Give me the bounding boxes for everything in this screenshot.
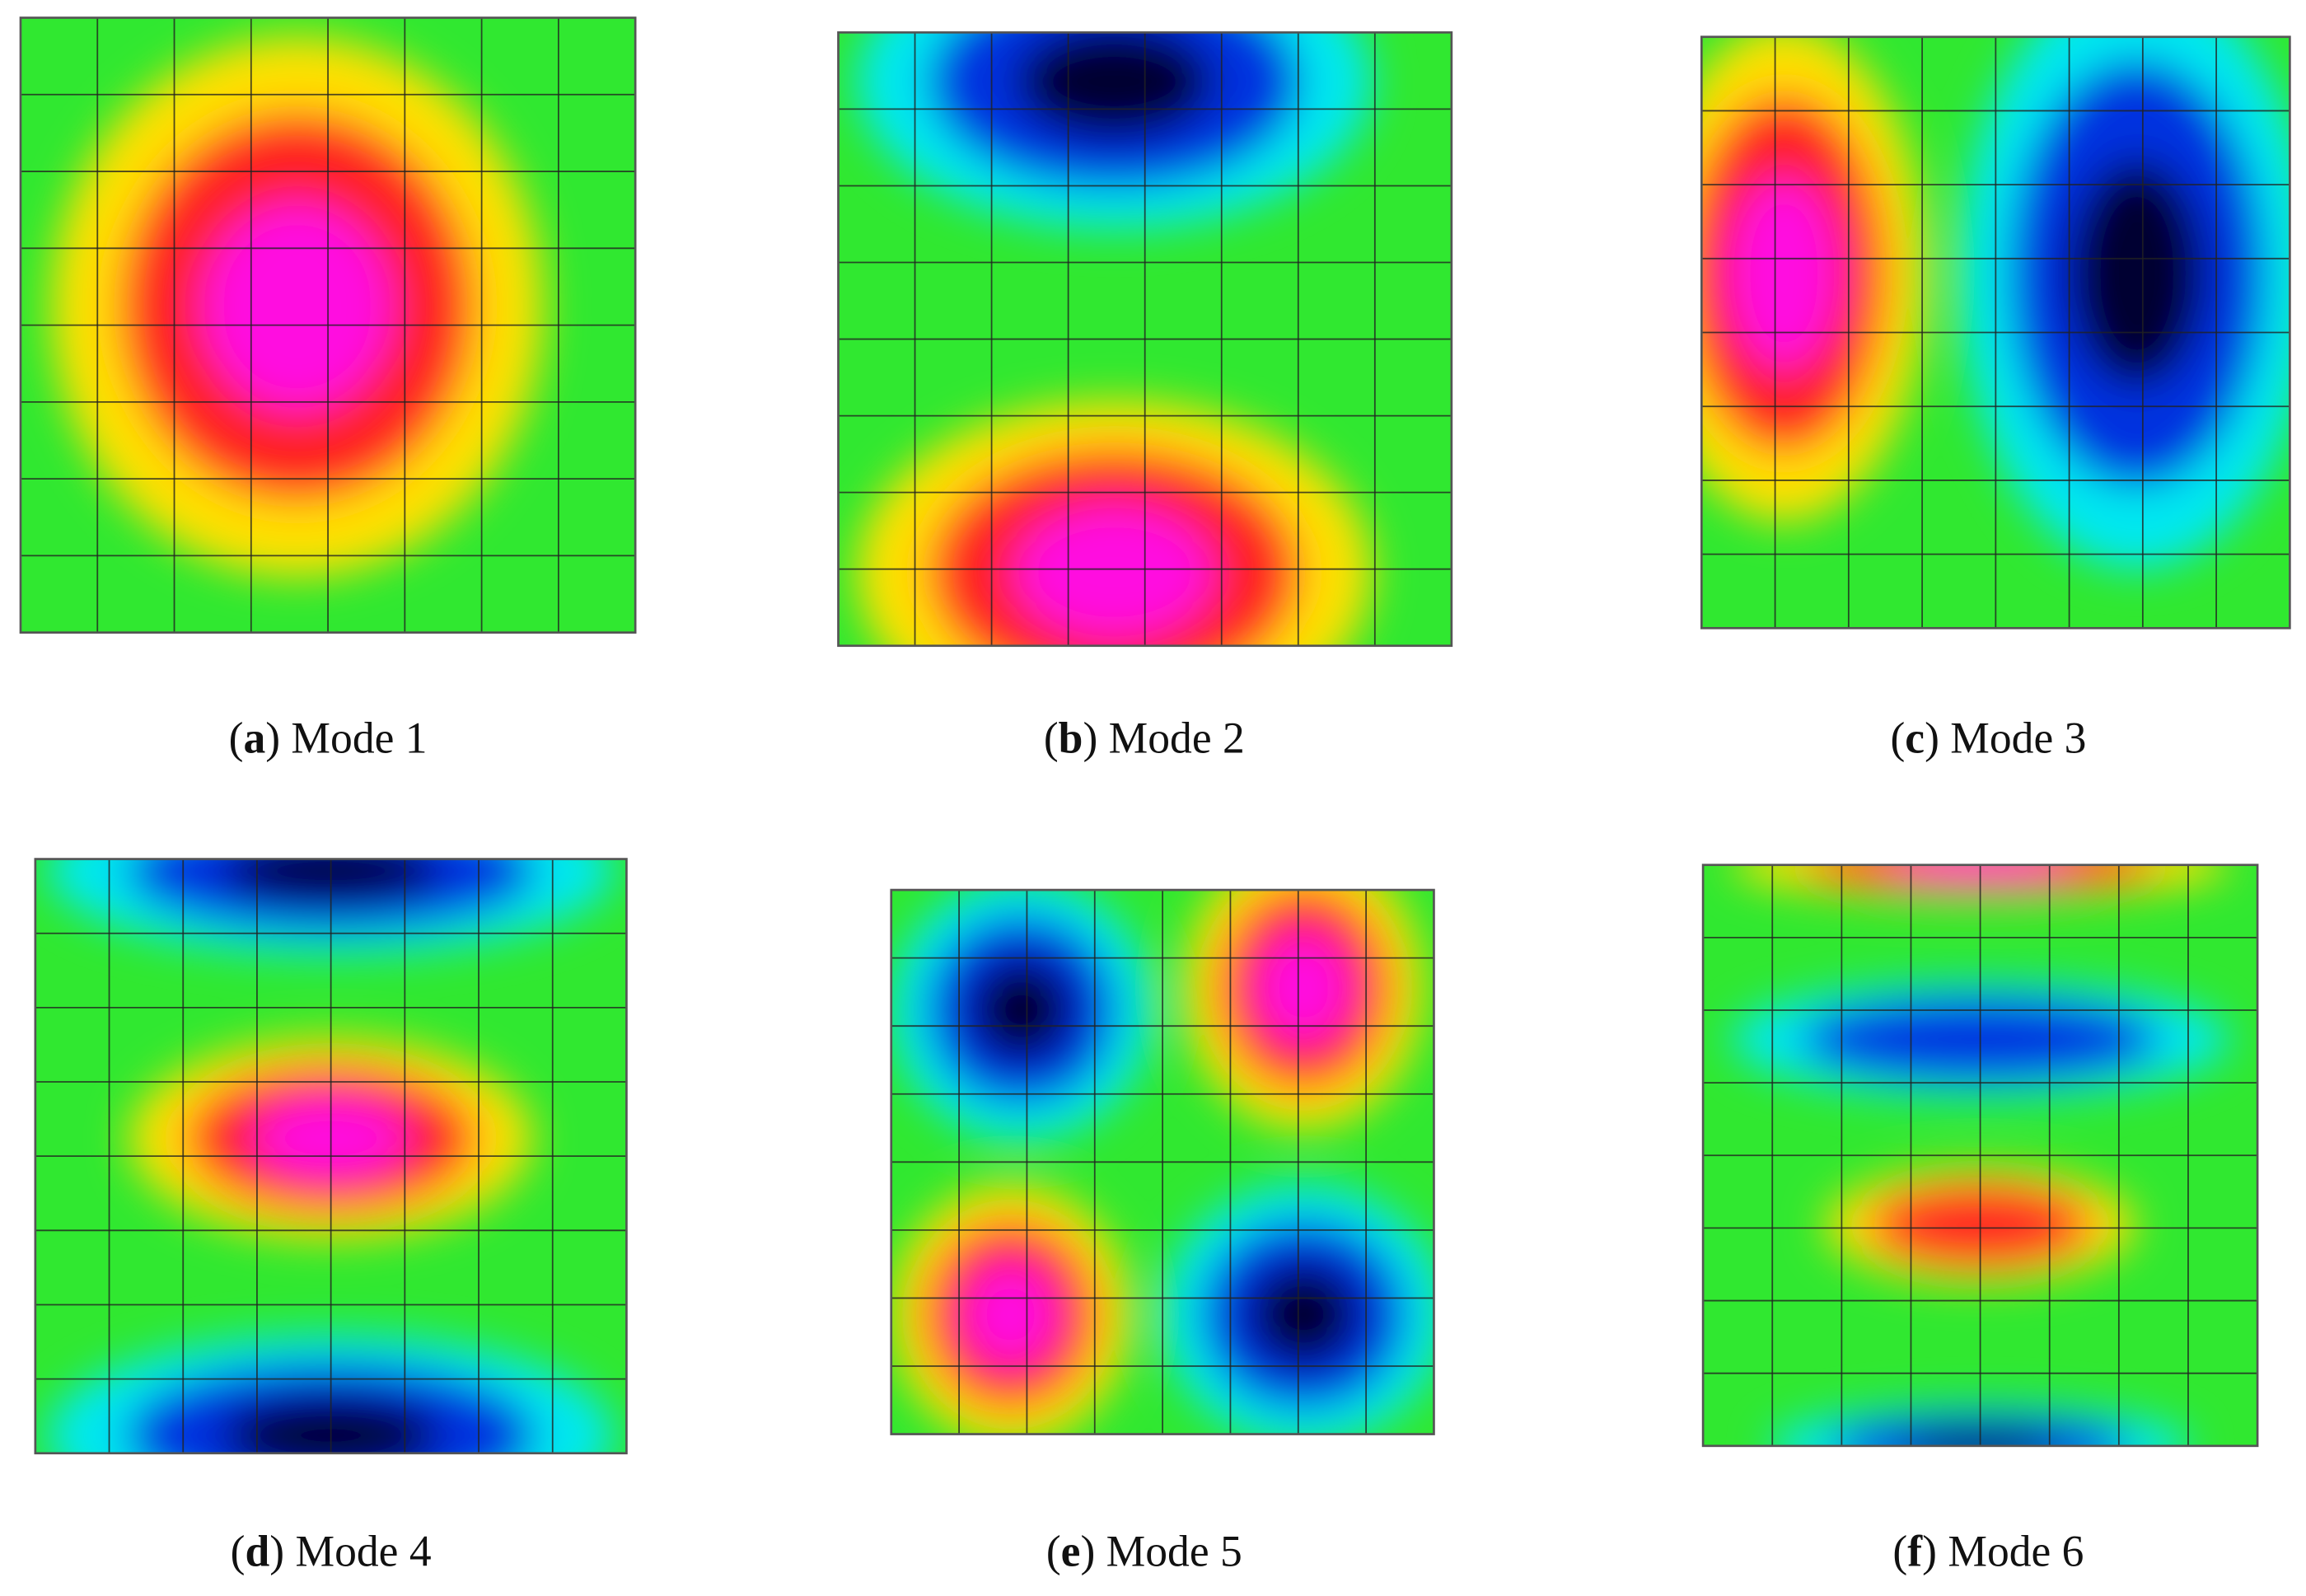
- caption-letter: a: [243, 714, 265, 763]
- frame: [1700, 35, 2291, 630]
- caption-paren: (: [1890, 714, 1905, 763]
- field: [51, 35, 544, 578]
- caption-paren: (: [231, 1527, 246, 1576]
- contour: [1730, 179, 1838, 368]
- frame: [890, 888, 1435, 1435]
- caption-text: ) Mode 4: [269, 1527, 431, 1576]
- caption-paren: (: [1044, 714, 1059, 763]
- caption: (c) Mode 3: [1890, 714, 2086, 763]
- caption-letter: c: [1905, 714, 1925, 763]
- frame: [34, 858, 628, 1455]
- frame: [1701, 864, 2259, 1448]
- mode-panel: (a) Mode 1: [19, 16, 637, 763]
- field: [856, 32, 1373, 646]
- caption: (a) Mode 1: [229, 714, 428, 763]
- contour: [1016, 32, 1213, 138]
- mode-shape: [838, 32, 1452, 646]
- caption: (d) Mode 4: [231, 1527, 432, 1576]
- contour: [965, 1265, 1056, 1364]
- field: [1701, 36, 2290, 569]
- contour: [1250, 1265, 1358, 1364]
- contour: [203, 204, 391, 410]
- contour: [2070, 161, 2205, 386]
- caption-paren: (: [229, 714, 244, 763]
- field: [891, 890, 1434, 1435]
- caption-letter: b: [1059, 714, 1083, 763]
- caption-text: ) Mode 5: [1080, 1527, 1242, 1576]
- caption: (b) Mode 2: [1044, 714, 1245, 763]
- caption-letter: f: [1907, 1527, 1923, 1576]
- contour: [971, 960, 1071, 1060]
- mode-panel: (d) Mode 4: [34, 858, 628, 1576]
- contour: [1258, 934, 1349, 1042]
- caption-text: ) Mode 6: [1922, 1527, 2084, 1576]
- mode-panel: (f) Mode 6: [1701, 864, 2259, 1576]
- caption-paren: (: [1892, 1527, 1907, 1576]
- caption-letter: e: [1061, 1527, 1081, 1576]
- mode-panel: (e) Mode 5: [890, 888, 1435, 1576]
- mode-shape: [1701, 36, 2290, 629]
- mode-panel: (c) Mode 3: [1700, 35, 2291, 763]
- mode-shape: [20, 17, 636, 633]
- caption-text: ) Mode 2: [1083, 714, 1244, 763]
- frame: [837, 31, 1453, 648]
- mode-shape: [35, 859, 627, 1453]
- caption-paren: (: [1046, 1527, 1061, 1576]
- caption: (e) Mode 5: [1046, 1527, 1242, 1576]
- mode-panel: (b) Mode 2: [837, 31, 1453, 763]
- caption-text: ) Mode 1: [265, 714, 427, 763]
- mode-shape: [1703, 864, 2258, 1446]
- caption: (f) Mode 6: [1892, 1527, 2084, 1576]
- mode-shape: [891, 890, 1434, 1435]
- caption-text: ) Mode 3: [1925, 714, 2086, 763]
- contour: [1016, 507, 1213, 638]
- frame: [19, 16, 637, 634]
- caption-letter: d: [246, 1527, 270, 1576]
